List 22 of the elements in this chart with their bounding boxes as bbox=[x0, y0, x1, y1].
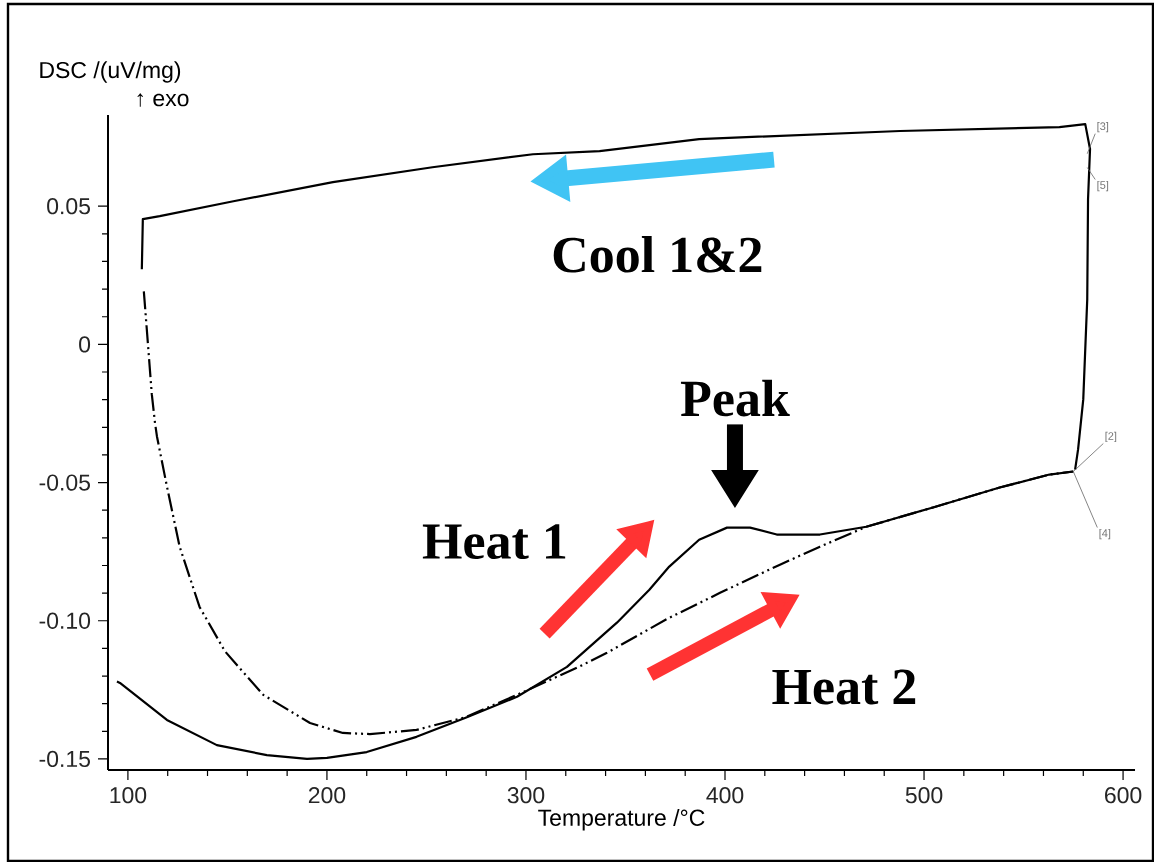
annotation: [2] bbox=[1105, 431, 1117, 443]
y-tick-label: 0 bbox=[79, 336, 91, 353]
annotation: Heat 1 bbox=[422, 524, 566, 560]
x-tick-label: 100 bbox=[110, 787, 147, 804]
y-tick-label: -0.05 bbox=[39, 474, 90, 491]
annotation: Cool 1&2 bbox=[553, 235, 762, 273]
annotation: [3] bbox=[1097, 122, 1109, 133]
x-tick-label: 500 bbox=[905, 787, 943, 804]
annotation: Peak bbox=[680, 379, 790, 417]
x-tick-label: 600 bbox=[1105, 787, 1142, 804]
annotation: [5] bbox=[1097, 180, 1109, 192]
text: ↑ exo bbox=[137, 93, 189, 107]
y-tick-label: -0.15 bbox=[39, 750, 90, 768]
annotation: Heat 2 bbox=[772, 669, 916, 705]
y-axis-title: DSC /(uV/mg) bbox=[40, 61, 181, 83]
y-tick-label: -0.10 bbox=[39, 612, 91, 629]
annotation: [4] bbox=[1099, 528, 1111, 540]
x-tick-label: 200 bbox=[308, 787, 346, 804]
x-axis-title: Temperature /°C bbox=[538, 809, 705, 831]
x-tick-label: 300 bbox=[507, 787, 545, 804]
x-tick-label: 400 bbox=[706, 787, 744, 804]
y-tick-label: 0.05 bbox=[47, 198, 90, 215]
